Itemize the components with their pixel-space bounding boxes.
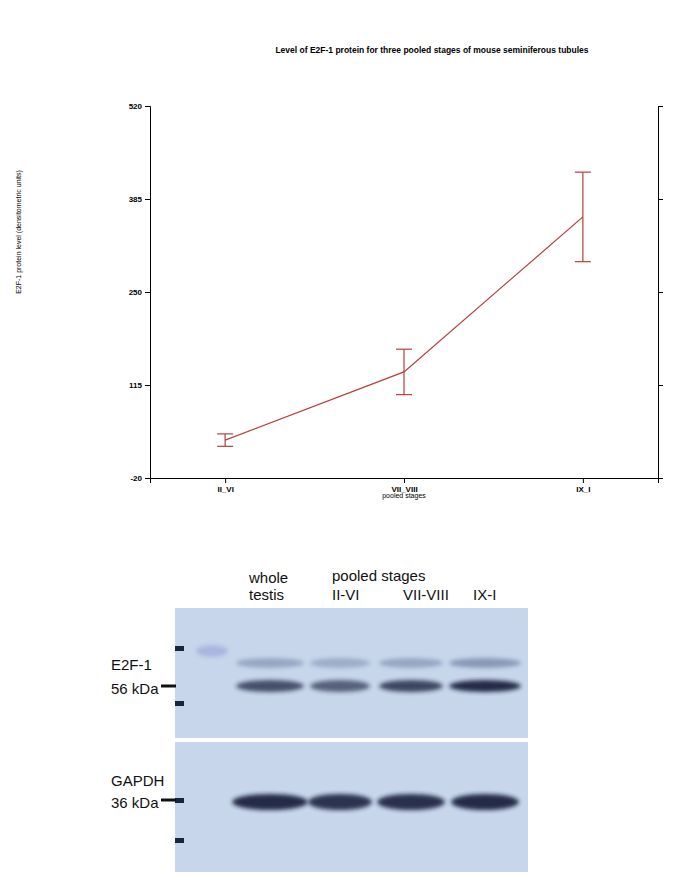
error-bar-cap (396, 349, 412, 350)
x-tick-mark (404, 478, 405, 483)
x-tick-mark (225, 478, 226, 483)
error-bar (396, 349, 412, 394)
y-tick (658, 106, 663, 107)
blot-panel (175, 608, 528, 738)
y-tick-label: 385 (129, 195, 143, 204)
blot-protein-label: GAPDH (111, 772, 164, 789)
error-bar-stem (403, 349, 404, 394)
y-tick-label: 115 (129, 381, 142, 390)
size-marker-dash (161, 799, 176, 802)
x-tick: IX_I (576, 478, 590, 494)
ladder-mark (175, 798, 184, 803)
blot-header: pooled stages (332, 567, 425, 584)
ladder-mark (175, 701, 184, 706)
y-axis-line (145, 107, 151, 479)
y-tick-mark (658, 385, 663, 386)
y-tick: 520 (129, 102, 150, 111)
plot-area (217, 172, 591, 446)
y-tick-mark (145, 385, 150, 386)
blot-size-label: 36 kDa (111, 794, 159, 811)
blot-band (379, 680, 443, 692)
x-tick-label: II_VI (217, 485, 233, 494)
error-bar (575, 172, 591, 262)
y-tick: 385 (129, 195, 150, 204)
x-tick: II_VI (217, 478, 233, 494)
lane-label: VII-VIII (403, 586, 449, 603)
blot-band (377, 794, 445, 810)
lane-label: whole (248, 569, 288, 586)
lane-label: testis (249, 586, 284, 603)
error-bar-cap (575, 172, 591, 173)
x-axis-line (151, 479, 659, 484)
y-tick-mark (145, 106, 150, 107)
lane-label: IX-I (473, 586, 496, 603)
blot-band (232, 794, 308, 810)
x-axis: II_VI VII_VIII IX_I (151, 478, 659, 494)
y-tick-label: -20 (130, 474, 142, 483)
ladder-mark (175, 838, 184, 843)
blot-protein-label: E2F-1 (111, 656, 152, 673)
y-axis: -20 115 250 385 520 (129, 102, 151, 483)
blot-band (236, 680, 304, 692)
error-bar-cap (575, 261, 591, 262)
lane-label: II-VI (332, 586, 360, 603)
y-tick: -20 (130, 474, 150, 483)
blot-band (449, 680, 521, 692)
error-bar-cap (217, 433, 233, 434)
figure: Level of E2F-1 protein for three pooled … (0, 0, 685, 888)
blot-band-faint (236, 658, 304, 668)
x-tick-mark (583, 478, 584, 483)
western-blot: E2F-1 56 kDa GAPDH 36 kDa pooled stages whole… (111, 567, 528, 872)
error-bar-stem (582, 172, 583, 262)
error-bar-stem (225, 434, 226, 446)
y-tick: 250 (129, 288, 150, 297)
y-tick-label: 250 (129, 288, 143, 297)
error-bar (217, 434, 233, 446)
y-tick-mark (145, 199, 150, 200)
error-bar-cap (396, 394, 412, 395)
y-axis-title: E2F-1 protein level (densitometric units… (15, 170, 23, 294)
blot-size-label: 56 kDa (111, 680, 159, 697)
blot-band-faint (449, 658, 521, 668)
size-marker-dash (161, 685, 176, 688)
blot-panel (175, 742, 528, 872)
x-tick: VII_VIII (391, 478, 417, 494)
data-line (225, 217, 583, 440)
blot-band (310, 680, 370, 692)
y-tick-mark (658, 106, 663, 107)
chart-title: Level of E2F-1 protein for three pooled … (275, 45, 588, 55)
y-tick (658, 385, 663, 386)
ladder-mark (175, 646, 184, 651)
y-tick-mark (145, 478, 150, 479)
blot-band (451, 794, 519, 810)
error-bar-cap (217, 446, 233, 447)
y-tick-label: 520 (129, 102, 143, 111)
y-tick-mark (145, 292, 150, 293)
y-tick-mark (658, 292, 663, 293)
x-tick-label: VII_VIII (391, 485, 417, 494)
x-tick-label: IX_I (576, 485, 590, 494)
blot-band-faint (379, 658, 443, 668)
y-axis-right (658, 107, 663, 479)
ladder-smear (196, 645, 228, 657)
blot-band (308, 794, 372, 810)
y-tick: 115 (129, 381, 150, 390)
y-tick (658, 199, 663, 200)
y-tick-mark (658, 199, 663, 200)
blot-band-faint (310, 658, 370, 668)
y-axis-right-line (659, 107, 664, 479)
y-tick (658, 292, 663, 293)
